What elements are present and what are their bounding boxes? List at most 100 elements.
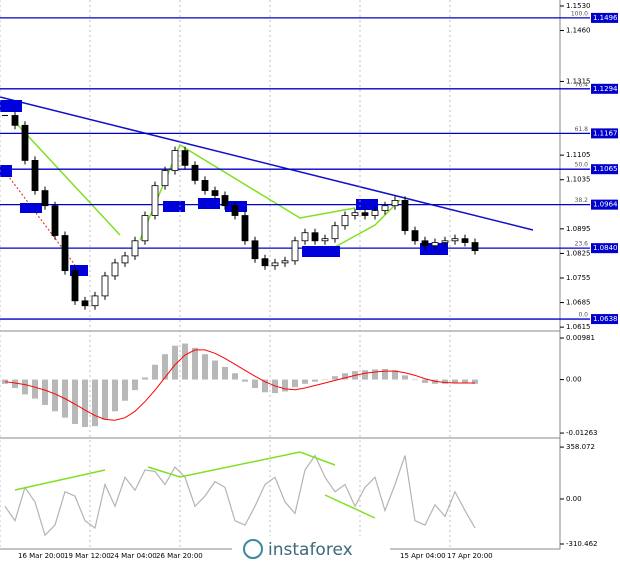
macd-bar [232, 373, 238, 380]
candle [31, 160, 39, 191]
candle [321, 238, 329, 242]
logo-icon [243, 539, 263, 559]
macd-bar [392, 370, 398, 380]
macd-bar [412, 379, 418, 381]
candle [301, 232, 309, 242]
divergence-line [324, 494, 376, 519]
macd-bar [162, 354, 168, 380]
candle [21, 124, 29, 161]
candle [311, 232, 319, 242]
macd-bar [82, 379, 88, 427]
wave-line [139, 143, 356, 241]
macd-bar [292, 379, 298, 388]
x-tick-label: 16 Mar 20:00 [18, 552, 65, 560]
y-tick-label: -310.462 [566, 540, 597, 548]
candle [141, 215, 149, 242]
price-label-box [591, 314, 618, 325]
x-tick-label: 15 Apr 04:00 [400, 552, 446, 560]
price-label-box [591, 199, 618, 210]
price-label: 1.0638 [593, 315, 618, 323]
y-tick-label: 1.1460 [566, 27, 591, 35]
fib-level-name: 61.8 [575, 126, 589, 133]
macd-bar [342, 373, 348, 380]
macd-bar [382, 368, 388, 380]
candle [431, 242, 439, 247]
y-tick-label: 1.0685 [566, 299, 591, 307]
macd-bar [122, 379, 128, 401]
macd-bar [32, 379, 38, 399]
candle [341, 215, 349, 227]
candle [361, 212, 369, 216]
divergence-line [14, 469, 106, 491]
price-label-box [591, 83, 618, 94]
macd-bar [142, 377, 148, 380]
fib-level-name: 23.6 [575, 241, 589, 248]
macd-signal [4, 349, 475, 421]
candle [91, 295, 99, 307]
marker [163, 201, 185, 212]
macd-bar [92, 379, 98, 427]
candle [11, 115, 19, 126]
candle [391, 200, 399, 207]
fib-level-name: 38.2 [575, 197, 589, 204]
macd-bar [202, 354, 208, 380]
y-tick-label: 1.1035 [566, 176, 591, 184]
watermark-box [232, 536, 390, 563]
candle [471, 242, 479, 252]
candle [411, 230, 419, 242]
macd-bar [422, 379, 428, 383]
marker [20, 203, 42, 213]
price-label: 1.0964 [593, 201, 618, 209]
watermark: instaforex [268, 540, 353, 560]
macd-bar [12, 379, 18, 389]
candle [271, 262, 279, 267]
candle [421, 240, 429, 247]
macd-bar [182, 343, 188, 380]
wave-line [334, 199, 401, 248]
candle [201, 180, 209, 191]
x-tick-label: 19 Mar 12:00 [64, 552, 111, 560]
x-tick-label: 17 Apr 20:00 [447, 552, 493, 560]
price-label-box [591, 12, 618, 23]
candle [101, 275, 109, 297]
price-label: 1.0840 [593, 244, 618, 252]
macd-bar [322, 379, 328, 381]
candle [221, 195, 229, 207]
y-tick-label: 1.0755 [566, 274, 591, 282]
candle [81, 300, 89, 307]
candle [231, 205, 239, 216]
marker [302, 246, 340, 257]
price-label-box [591, 243, 618, 254]
candle [351, 212, 359, 216]
y-tick-label: -0.01263 [566, 429, 597, 437]
candle [121, 255, 129, 264]
macd-bar [152, 364, 158, 380]
macd-bar [102, 379, 108, 420]
candle [461, 238, 469, 243]
x-tick-label: 24 Mar 04:00 [110, 552, 157, 560]
y-tick-label: 1.0615 [566, 323, 591, 331]
macd-bar [192, 347, 198, 380]
x-tick-label: 26 Mar 20:00 [156, 552, 203, 560]
y-tick-label: 1.0895 [566, 225, 591, 233]
wave-line [14, 121, 121, 236]
candle [61, 235, 69, 272]
marker [70, 265, 88, 276]
macd-bar [42, 379, 48, 405]
candle [451, 238, 459, 242]
marker [0, 165, 12, 177]
price-label-box [591, 164, 618, 175]
macd-bar [112, 379, 118, 412]
divergence-line [147, 451, 336, 478]
candle [331, 225, 339, 240]
price-label: 1.1294 [593, 85, 618, 93]
y-tick-label: 1.0825 [566, 249, 591, 257]
cci-line [4, 454, 476, 537]
macd-bar [462, 379, 468, 384]
candle [191, 164, 199, 181]
macd-bar [72, 379, 78, 425]
y-tick-label: 0.00981 [566, 334, 595, 342]
candle [181, 150, 189, 166]
